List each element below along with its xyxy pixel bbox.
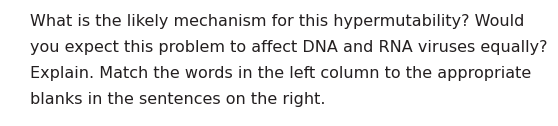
Text: blanks in the sentences on the right.: blanks in the sentences on the right. bbox=[30, 92, 325, 107]
Text: What is the likely mechanism for this hypermutability? Would: What is the likely mechanism for this hy… bbox=[30, 14, 525, 29]
Text: you expect this problem to affect DNA and RNA viruses equally?: you expect this problem to affect DNA an… bbox=[30, 40, 547, 55]
Text: Explain. Match the words in the left column to the appropriate: Explain. Match the words in the left col… bbox=[30, 66, 531, 81]
